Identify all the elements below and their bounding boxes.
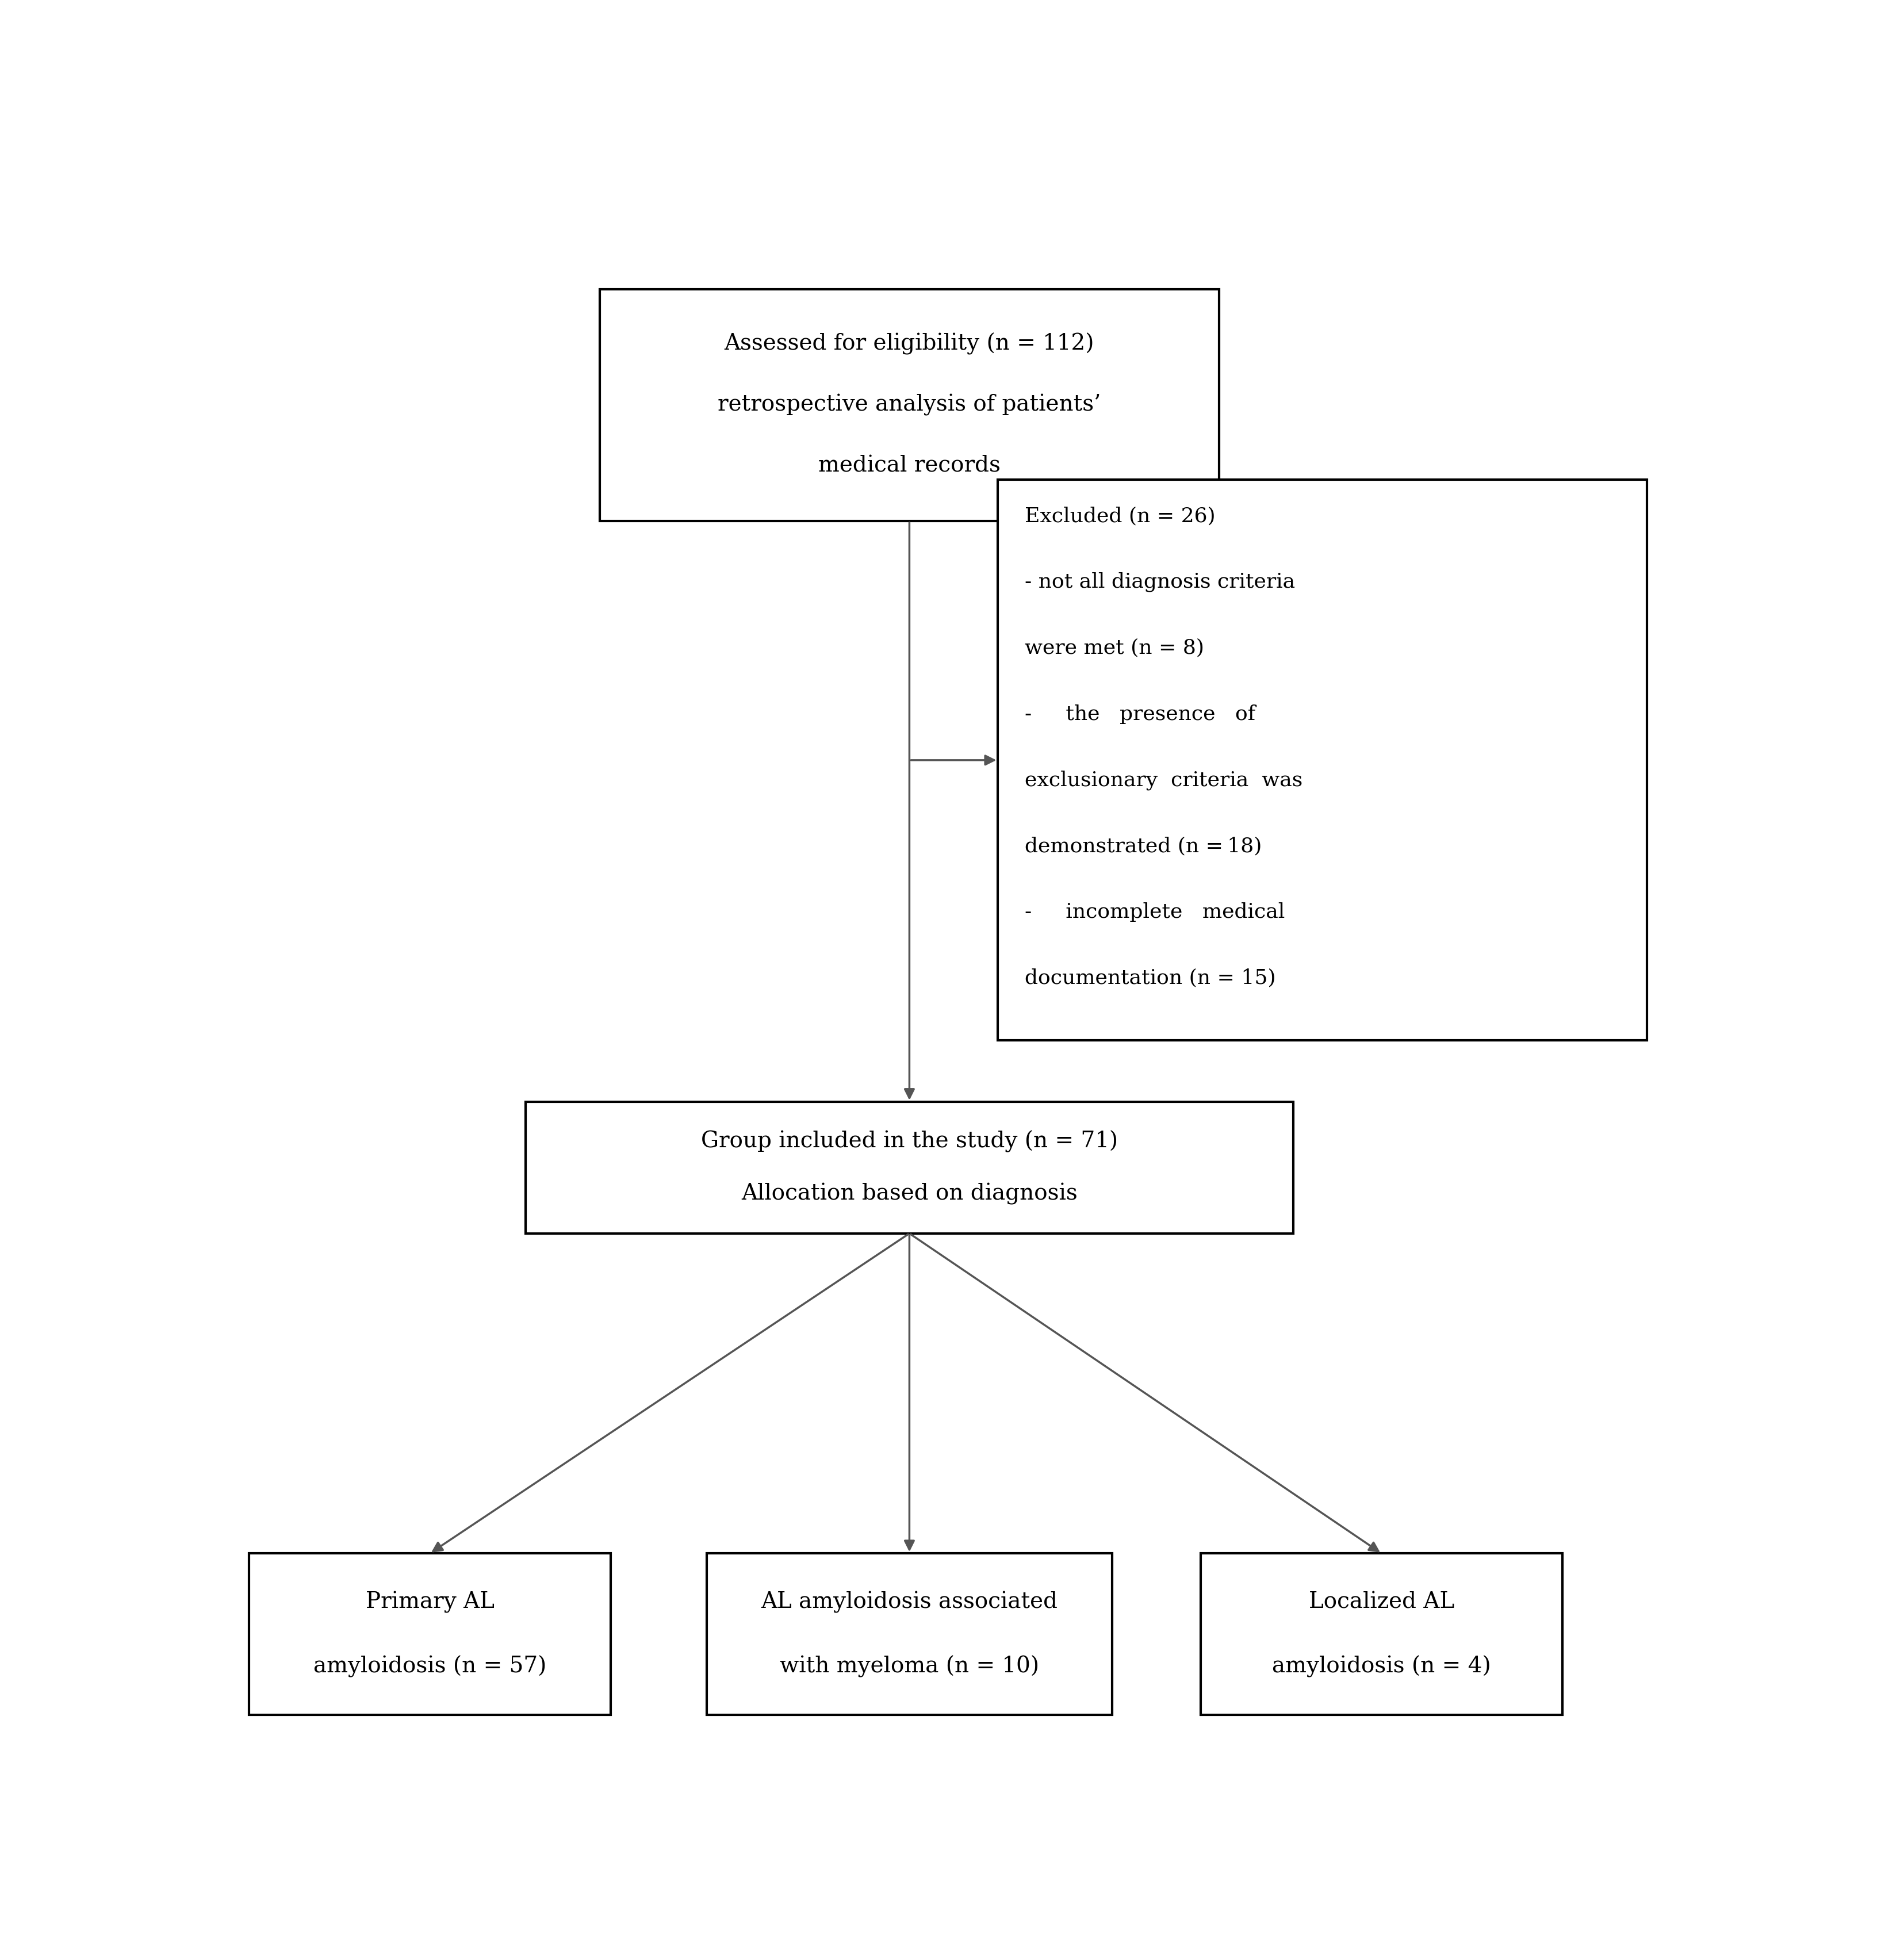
Text: were met (n = 8): were met (n = 8) bbox=[1024, 639, 1203, 658]
Text: Assessed for eligibility (n = 112): Assessed for eligibility (n = 112) bbox=[724, 332, 1095, 355]
Bar bbox=[998, 480, 1647, 1041]
Text: documentation (n = 15): documentation (n = 15) bbox=[1024, 967, 1276, 988]
Bar bbox=[249, 1554, 611, 1715]
Text: Allocation based on diagnosis: Allocation based on diagnosis bbox=[741, 1183, 1078, 1204]
Text: exclusionary  criteria  was: exclusionary criteria was bbox=[1024, 771, 1302, 790]
Text: -   the   presence   of: - the presence of bbox=[1024, 705, 1255, 724]
Text: retrospective analysis of patients’: retrospective analysis of patients’ bbox=[718, 394, 1101, 416]
Text: -   incomplete   medical: - incomplete medical bbox=[1024, 903, 1285, 922]
Text: Excluded (n = 26): Excluded (n = 26) bbox=[1024, 507, 1215, 526]
Text: Localized AL: Localized AL bbox=[1308, 1590, 1455, 1612]
Text: AL amyloidosis associated: AL amyloidosis associated bbox=[762, 1590, 1059, 1612]
Bar bbox=[526, 1101, 1293, 1233]
Bar bbox=[1201, 1554, 1563, 1715]
Bar bbox=[600, 289, 1219, 520]
Bar bbox=[706, 1554, 1112, 1715]
Text: demonstrated (n = 18): demonstrated (n = 18) bbox=[1024, 837, 1262, 856]
Text: amyloidosis (n = 57): amyloidosis (n = 57) bbox=[314, 1655, 546, 1678]
Text: - not all diagnosis criteria: - not all diagnosis criteria bbox=[1024, 573, 1295, 592]
Text: with myeloma (n = 10): with myeloma (n = 10) bbox=[779, 1655, 1040, 1678]
Text: Primary AL: Primary AL bbox=[366, 1590, 495, 1612]
Text: medical records: medical records bbox=[819, 454, 1000, 476]
Text: amyloidosis (n = 4): amyloidosis (n = 4) bbox=[1272, 1655, 1491, 1678]
Text: Group included in the study (n = 71): Group included in the study (n = 71) bbox=[701, 1130, 1118, 1152]
